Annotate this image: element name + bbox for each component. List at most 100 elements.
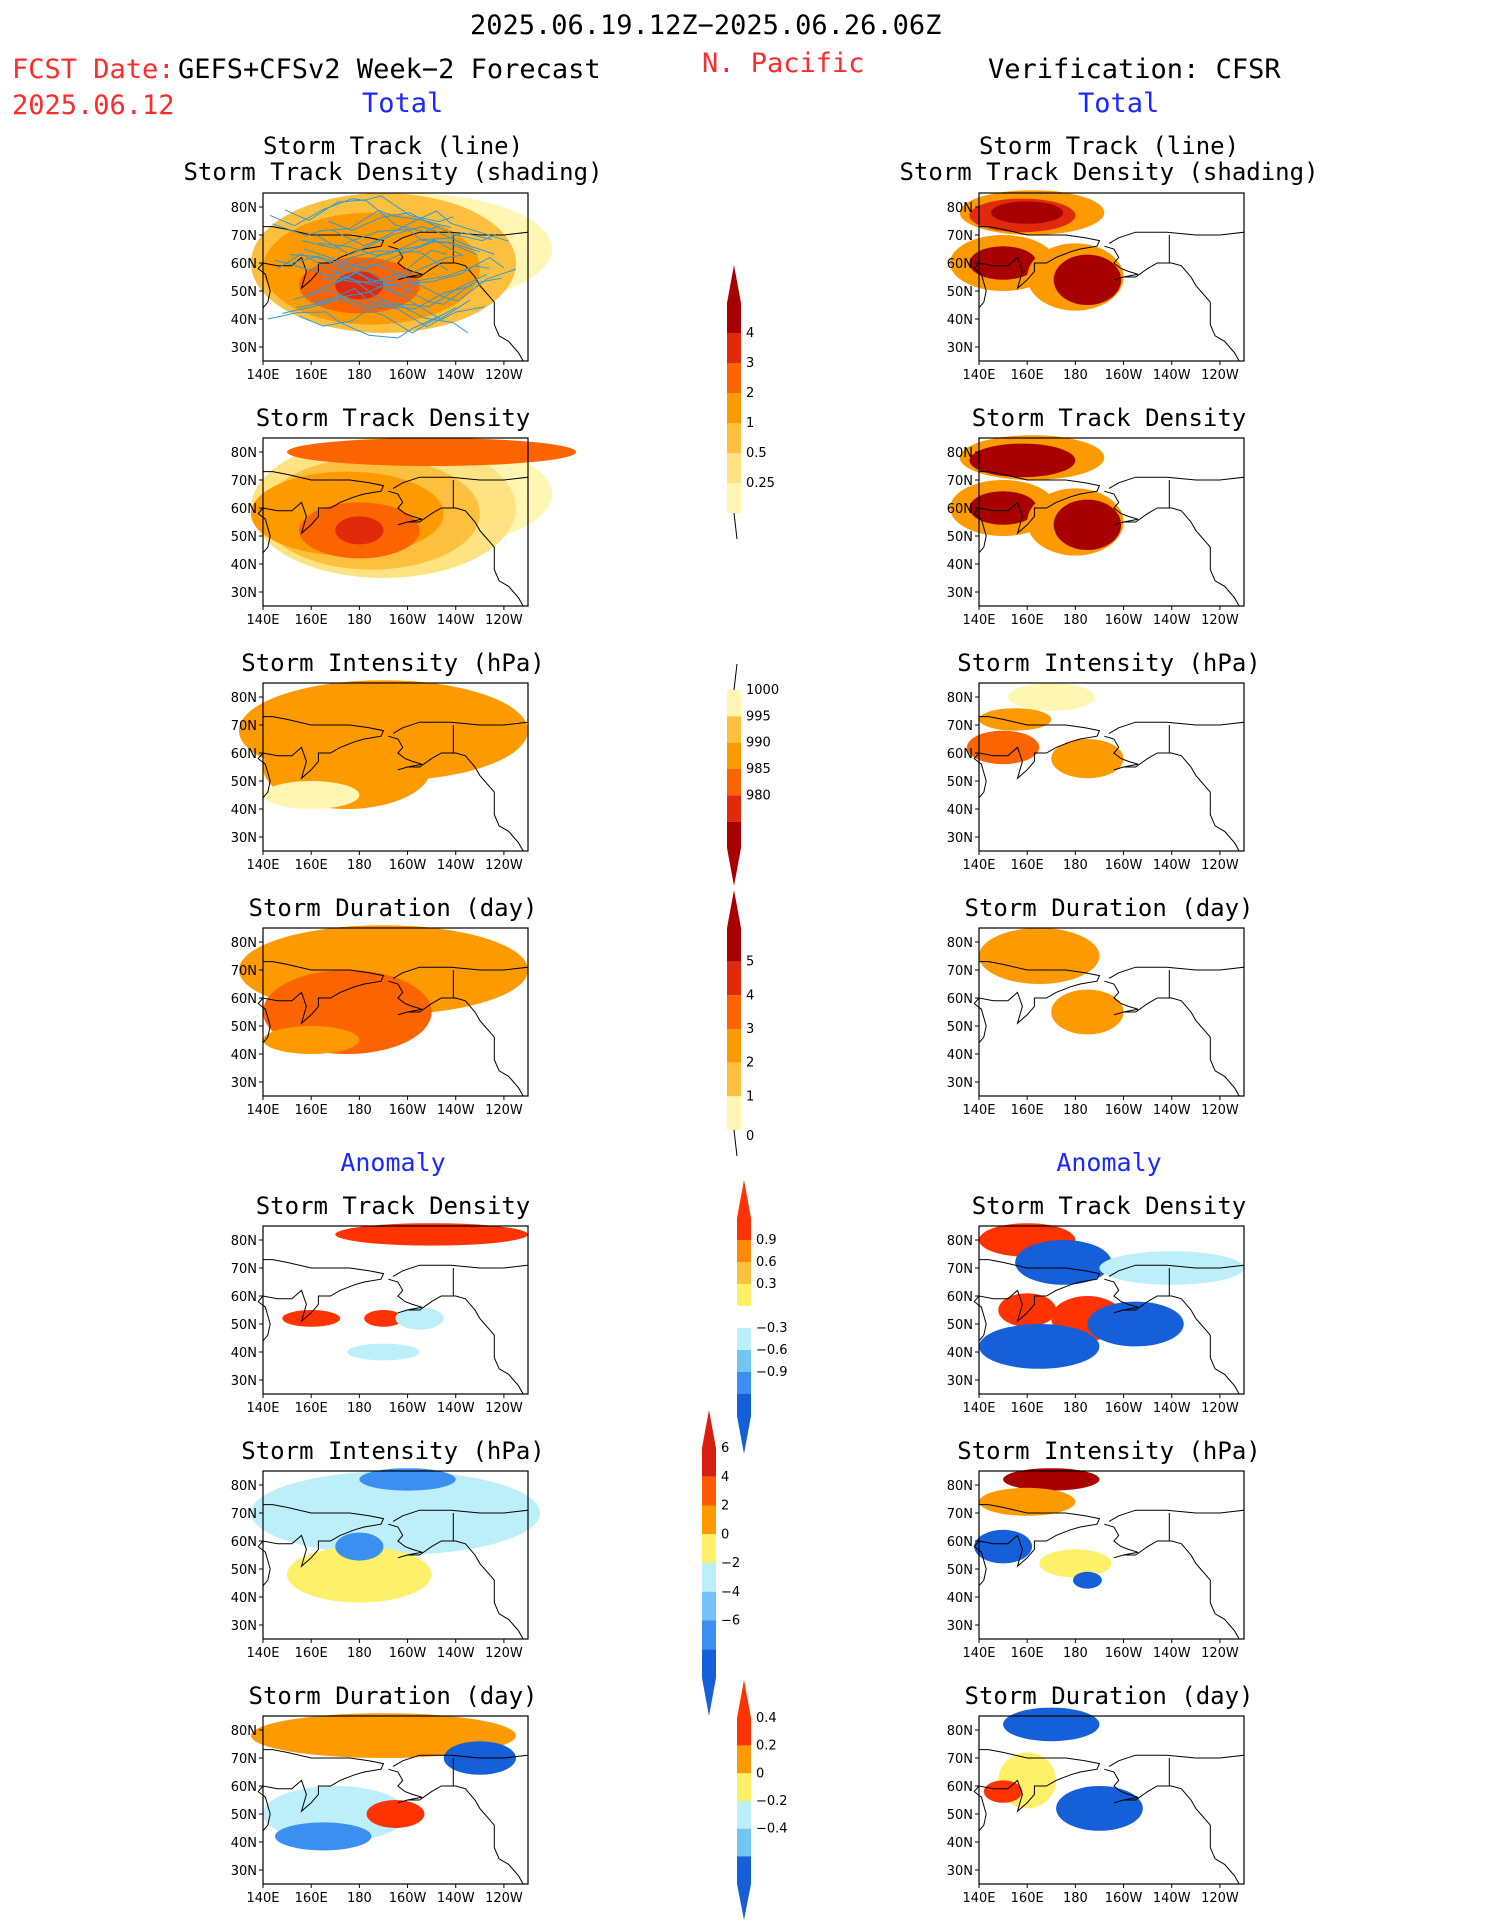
lat-tick-label: 80N	[231, 936, 257, 951]
lat-tick-label: 40N	[947, 313, 973, 328]
lat-tick-label: 50N	[231, 1318, 257, 1333]
colorbar-level-label: −0.3	[756, 1321, 788, 1336]
map-frame	[262, 192, 529, 362]
shading-region	[969, 491, 1037, 525]
colorbar-segment	[737, 1350, 751, 1372]
lon-tick-label: 140E	[962, 1891, 995, 1906]
shading-region	[335, 1223, 528, 1246]
shading-region	[1051, 739, 1124, 779]
lat-tick-label: 30N	[231, 1864, 257, 1879]
panel-title: Storm Duration (day)	[964, 894, 1254, 922]
lon-tick-label: 160W	[389, 1891, 427, 1906]
fcst-model: GEFS+CFSv2 Week−2 Forecast	[178, 54, 601, 85]
lat-tick-label: 60N	[947, 1535, 973, 1550]
lon-tick-label: 140W	[437, 858, 475, 873]
panel-title: Storm Intensity (hPa)	[957, 649, 1261, 677]
colorbar-bottom-arrow	[727, 848, 741, 886]
lat-tick-label: 40N	[947, 1836, 973, 1851]
lat-tick-label: 30N	[947, 1864, 973, 1879]
lat-tick-label: 40N	[231, 313, 257, 328]
colorbar-segment	[737, 1394, 751, 1416]
map-frame	[978, 1715, 1245, 1885]
lon-tick-label: 180	[1063, 1401, 1088, 1416]
lat-tick-label: 40N	[231, 1591, 257, 1606]
colorbar-segment	[702, 1476, 716, 1506]
lon-tick-label: 140W	[437, 613, 475, 628]
lat-tick-label: 80N	[947, 691, 973, 706]
shading-region	[282, 1310, 341, 1327]
lon-tick-label: 160W	[389, 1401, 427, 1416]
colorbar-segment	[737, 1801, 751, 1829]
lat-tick-label: 60N	[231, 1535, 257, 1550]
lon-tick-label: 140W	[1153, 613, 1191, 628]
shading-region	[364, 1310, 403, 1327]
colorbar-segment	[727, 303, 741, 333]
lat-tick-label: 80N	[231, 201, 257, 216]
lon-tick-label: 120W	[1201, 1103, 1239, 1118]
lat-tick-label: 80N	[231, 1724, 257, 1739]
colorbar-segment	[737, 1828, 751, 1857]
map-panel: 140E 160E 180 160W 140W 120W 80N 70N 60N 50N 40N 30…	[947, 927, 1245, 1118]
lon-tick-label: 120W	[485, 858, 523, 873]
lon-tick-label: 160W	[389, 1103, 427, 1118]
lat-tick-label: 30N	[947, 341, 973, 356]
panel-title: Storm Track Density	[971, 404, 1247, 432]
map-panel: 140E 160E 180 160W 140W 120W 80N 70N 60N 50N 40N 30…	[231, 1468, 541, 1661]
shading-region	[1007, 683, 1095, 711]
storm-track-line	[296, 287, 471, 328]
shading-region	[1056, 1786, 1143, 1831]
storm-track-line	[335, 256, 505, 286]
total-label-left: Total	[362, 88, 444, 119]
colorbar-segment	[702, 1563, 716, 1592]
map-frame	[978, 682, 1245, 852]
lon-tick-label: 180	[347, 368, 372, 383]
shading-region	[359, 1468, 456, 1491]
map-panel: 140E 160E 180 160W 140W 120W 80N 70N 60N 50N 40N 30…	[947, 1468, 1245, 1661]
panel-title: Storm Intensity (hPa)	[241, 649, 545, 677]
panel-title: Storm Duration (day)	[964, 1682, 1254, 1710]
colorbar-level-label: 4	[721, 1470, 729, 1485]
lon-tick-label: 160W	[1105, 368, 1143, 383]
lon-tick-label: 140E	[246, 1646, 279, 1661]
lat-tick-label: 60N	[231, 1780, 257, 1795]
lon-tick-label: 140E	[246, 858, 279, 873]
coastline-america	[388, 231, 529, 362]
lat-tick-label: 70N	[947, 964, 973, 979]
coastline-asia	[973, 1504, 1101, 1587]
map-panel: 140E 160E 180 160W 140W 120W 80N 70N 60N 50N 40N 30…	[231, 1223, 529, 1416]
lon-tick-label: 140E	[246, 613, 279, 628]
map-frame	[262, 1715, 529, 1885]
lon-tick-label: 140W	[1153, 1103, 1191, 1118]
storm-track-line	[274, 250, 449, 277]
colorbar-top-arrow	[737, 1180, 751, 1218]
lat-tick-label: 50N	[231, 530, 257, 545]
colorbar-bottom-arrow	[737, 1416, 751, 1454]
lon-tick-label: 160E	[295, 368, 328, 383]
shading-region	[395, 1307, 444, 1330]
map-panel: 140E 160E 180 160W 140W 120W 80N 70N 60N 50N 40N 30…	[947, 190, 1245, 383]
shading-region	[979, 928, 1100, 984]
shading-region	[978, 1487, 1076, 1516]
colorbar-level-label: 0.6	[756, 1255, 777, 1270]
coastline-america	[388, 966, 529, 1097]
shading-region	[287, 438, 577, 466]
fcst-date: 2025.06.12	[12, 90, 175, 121]
storm-track-line	[337, 263, 517, 302]
colorbar-segment	[737, 1718, 751, 1746]
lon-tick-label: 160E	[1011, 1401, 1044, 1416]
colorbar-density: 4 3 2 1 0.5 0.25	[727, 265, 775, 540]
coastline-asia	[257, 961, 385, 1044]
lon-tick-label: 180	[347, 1646, 372, 1661]
total-label-right: Total	[1078, 88, 1160, 119]
colorbar-segment	[727, 795, 741, 822]
map-frame	[978, 927, 1245, 1097]
lat-tick-label: 30N	[231, 831, 257, 846]
colorbar-segment	[737, 1328, 751, 1350]
lon-tick-label: 120W	[485, 1401, 523, 1416]
shading-region	[366, 1800, 425, 1828]
lat-tick-label: 40N	[231, 1836, 257, 1851]
lon-tick-label: 160E	[1011, 858, 1044, 873]
lat-tick-label: 70N	[231, 719, 257, 734]
colorbar-segment	[727, 1029, 741, 1063]
